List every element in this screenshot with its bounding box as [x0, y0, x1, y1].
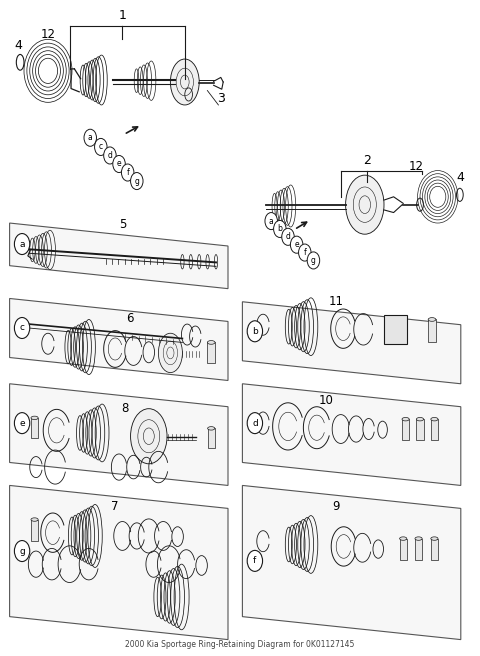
Ellipse shape — [31, 518, 38, 522]
Text: d: d — [108, 151, 112, 160]
Circle shape — [14, 234, 30, 255]
Bar — [399, 539, 407, 560]
Polygon shape — [242, 485, 461, 640]
Circle shape — [104, 147, 116, 164]
Ellipse shape — [431, 537, 438, 541]
Ellipse shape — [158, 333, 182, 373]
Ellipse shape — [415, 537, 422, 541]
Bar — [31, 418, 38, 438]
Text: d: d — [252, 419, 258, 428]
Circle shape — [290, 236, 303, 253]
Text: a: a — [19, 239, 25, 249]
Circle shape — [113, 155, 125, 173]
Text: 4: 4 — [456, 171, 464, 184]
Circle shape — [299, 244, 311, 261]
Ellipse shape — [402, 417, 409, 421]
Text: 4: 4 — [14, 39, 22, 52]
Bar — [384, 315, 407, 344]
Ellipse shape — [431, 417, 438, 421]
Circle shape — [14, 413, 30, 434]
Polygon shape — [10, 485, 228, 640]
Bar — [402, 419, 409, 440]
Text: b: b — [252, 327, 258, 336]
Text: 2: 2 — [363, 154, 371, 167]
Bar — [31, 520, 38, 541]
Text: c: c — [20, 323, 24, 333]
Text: 6: 6 — [126, 312, 133, 325]
Text: d: d — [286, 232, 290, 241]
Text: 7: 7 — [111, 500, 119, 513]
Ellipse shape — [399, 537, 407, 541]
Bar — [207, 428, 215, 448]
Text: 12: 12 — [409, 159, 424, 173]
Text: f: f — [303, 248, 306, 257]
Text: 2000 Kia Sportage Ring-Retaining Diagram for 0K01127145: 2000 Kia Sportage Ring-Retaining Diagram… — [125, 640, 355, 649]
Ellipse shape — [428, 318, 436, 321]
Ellipse shape — [31, 416, 38, 420]
Circle shape — [131, 173, 143, 190]
Circle shape — [95, 138, 107, 155]
Circle shape — [121, 164, 134, 181]
Text: c: c — [99, 142, 103, 152]
Circle shape — [247, 321, 263, 342]
Text: 12: 12 — [40, 28, 56, 41]
Circle shape — [307, 252, 320, 269]
Polygon shape — [10, 298, 228, 380]
Bar — [431, 419, 438, 440]
Ellipse shape — [207, 426, 215, 430]
Ellipse shape — [170, 59, 199, 105]
Ellipse shape — [131, 409, 167, 464]
Circle shape — [247, 413, 263, 434]
Text: e: e — [19, 419, 25, 428]
Polygon shape — [242, 384, 461, 485]
Circle shape — [282, 228, 294, 245]
Text: g: g — [19, 546, 25, 556]
Circle shape — [14, 541, 30, 562]
Text: 11: 11 — [328, 295, 344, 308]
Circle shape — [14, 318, 30, 338]
Text: f: f — [126, 168, 129, 177]
Ellipse shape — [416, 417, 424, 421]
Text: 5: 5 — [119, 218, 126, 231]
Ellipse shape — [346, 175, 384, 234]
Circle shape — [247, 550, 263, 571]
Text: 1: 1 — [119, 9, 126, 22]
Bar — [207, 342, 215, 363]
Bar — [428, 319, 436, 342]
Text: 3: 3 — [217, 92, 225, 105]
Polygon shape — [10, 384, 228, 485]
Polygon shape — [10, 223, 228, 289]
Text: 10: 10 — [319, 394, 334, 407]
Text: a: a — [269, 216, 274, 226]
Text: f: f — [253, 556, 256, 565]
Circle shape — [274, 220, 286, 237]
Bar — [415, 539, 422, 560]
Text: 9: 9 — [332, 500, 340, 513]
Text: a: a — [88, 133, 93, 142]
Bar — [417, 419, 424, 440]
Circle shape — [265, 213, 277, 230]
Polygon shape — [242, 302, 461, 384]
Text: g: g — [134, 176, 139, 186]
Text: b: b — [277, 224, 282, 234]
Bar — [431, 539, 438, 560]
Circle shape — [84, 129, 96, 146]
Text: e: e — [294, 240, 299, 249]
Text: 8: 8 — [121, 401, 129, 415]
Text: g: g — [311, 256, 316, 265]
Ellipse shape — [207, 340, 215, 344]
Text: e: e — [117, 159, 121, 169]
